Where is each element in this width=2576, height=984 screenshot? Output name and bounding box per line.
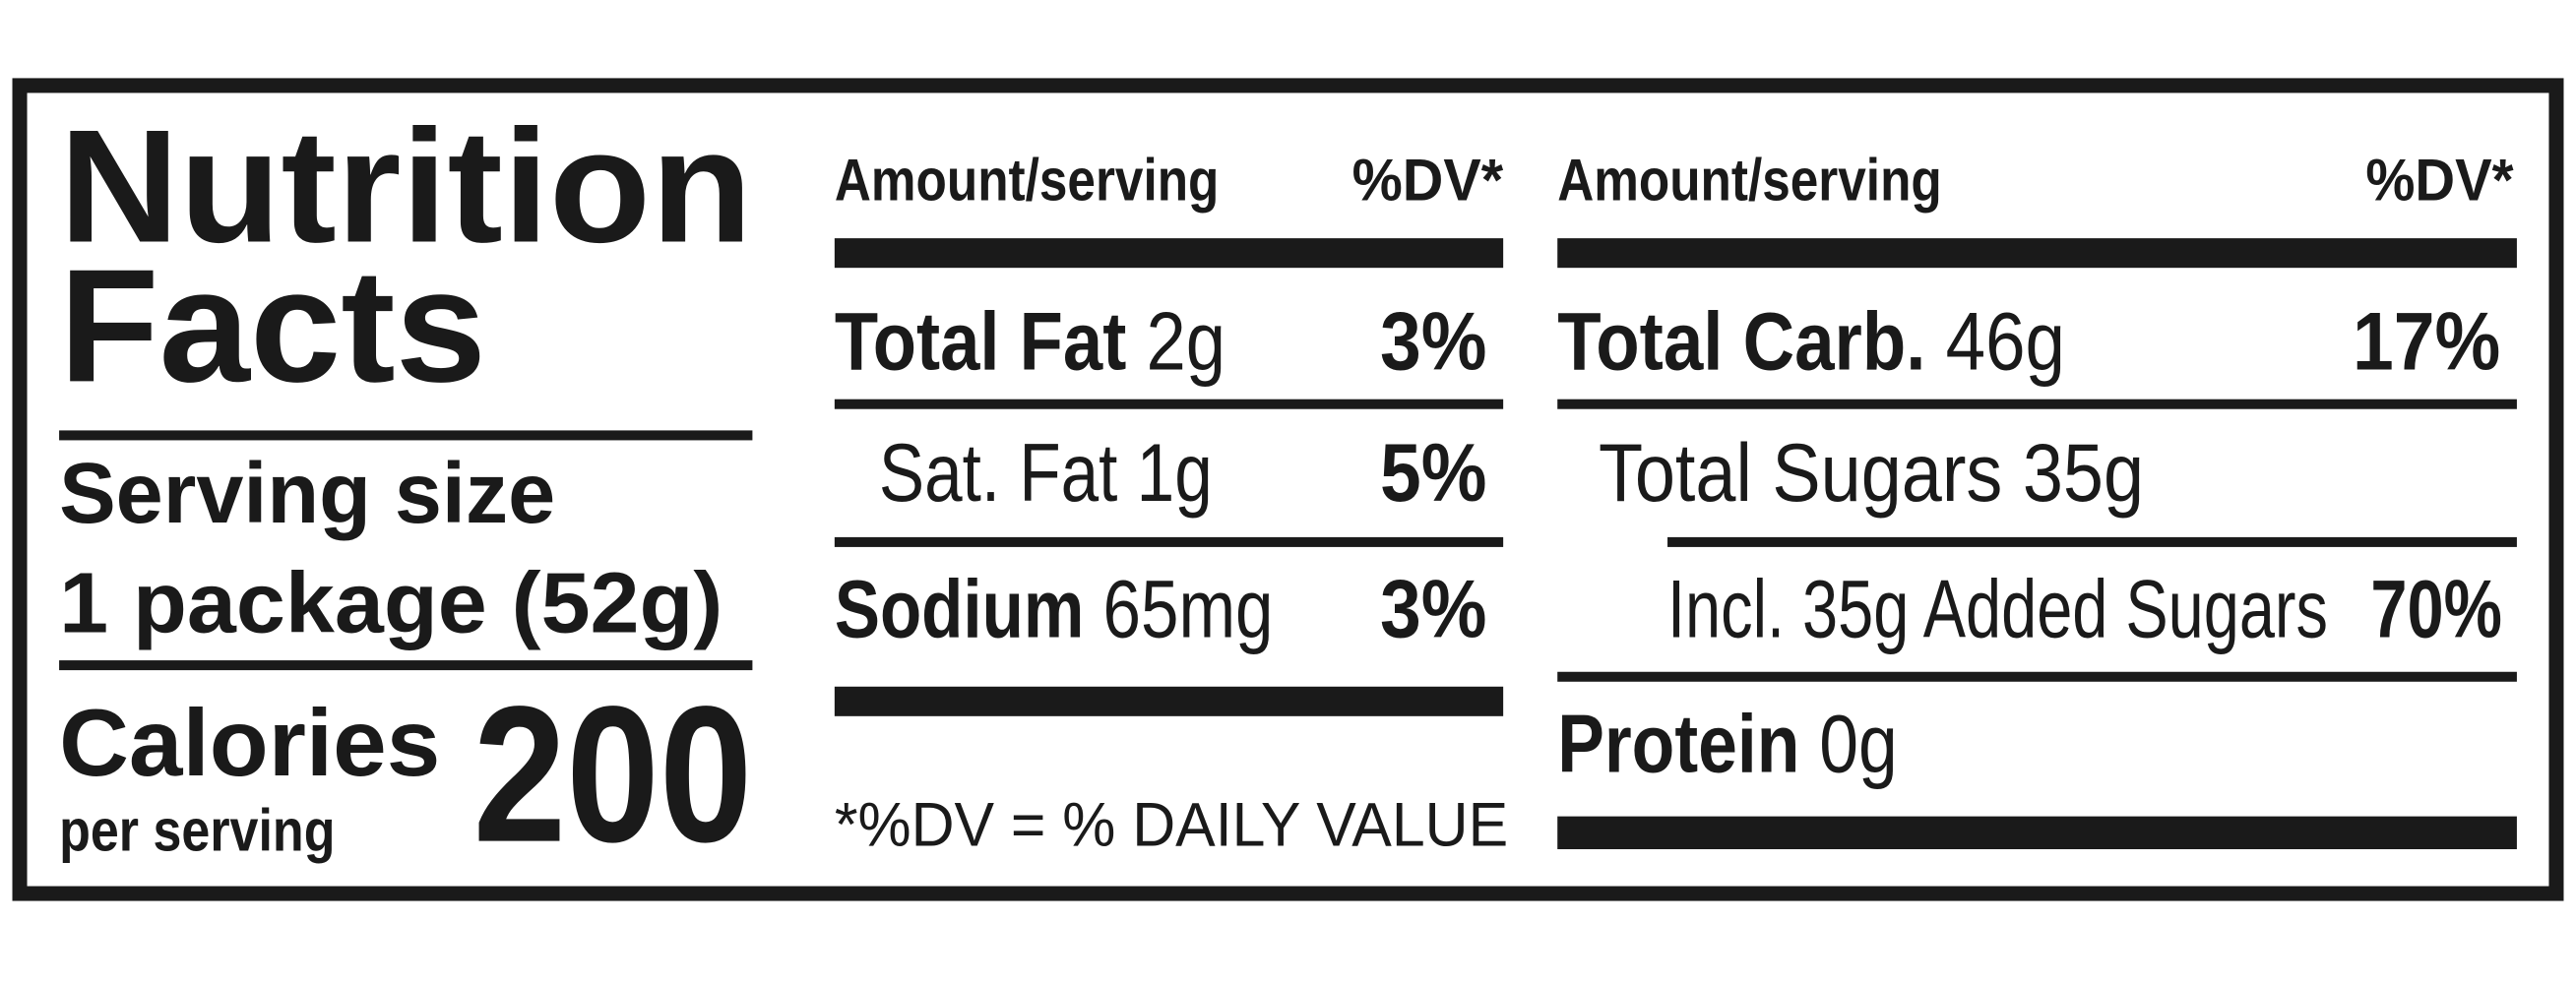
nutrient-row: Sodium 65mg xyxy=(835,563,1274,655)
divider xyxy=(1557,399,2517,409)
nutrient-name: Total Carb. xyxy=(1557,295,1925,388)
thick-divider xyxy=(834,686,1504,716)
nutrient-dv: 3% xyxy=(1380,295,1486,388)
nutrient-amount: 1g xyxy=(1137,426,1213,519)
nutrient-row: Total Fat 2g xyxy=(835,295,1225,388)
calories-value: 200 xyxy=(473,666,753,883)
nutrient-row: Total Sugars 35g xyxy=(1599,426,2144,519)
title-line: Facts xyxy=(59,235,486,415)
nutrient-dv: 3% xyxy=(1380,563,1486,655)
nutrient-amount: 35g xyxy=(2023,426,2144,519)
nutrient-row: Sat. Fat 1g xyxy=(879,426,1213,519)
calories-sublabel: per serving xyxy=(59,798,335,864)
nutrient-amount: 2g xyxy=(1146,295,1225,388)
nutrient-name: Sodium xyxy=(835,563,1084,655)
nutrient-amount: 46g xyxy=(1946,295,2065,388)
divider xyxy=(1557,671,2517,682)
nutrient-dv: 70% xyxy=(2370,563,2502,655)
thick-divider xyxy=(1557,816,2517,850)
label-border xyxy=(12,78,2564,901)
thick-divider xyxy=(834,238,1504,269)
nutrient-name: Total Fat xyxy=(835,295,1126,388)
nutrient-name: Incl. 35g Added Sugars xyxy=(1667,563,2328,655)
nutrient-row: Total Carb. 46g xyxy=(1557,295,2065,388)
nutrient-name: Sat. Fat xyxy=(879,426,1118,519)
divider xyxy=(834,536,1504,547)
calories-label: Calories xyxy=(59,689,440,796)
divider xyxy=(1667,536,2517,547)
divider xyxy=(834,399,1504,409)
title-line: Nutrition xyxy=(59,95,752,276)
column-header: Amount/serving xyxy=(1557,148,1942,214)
serving-label: Serving size xyxy=(59,446,555,541)
column-header: Amount/serving xyxy=(835,148,1220,214)
nutrient-name: Protein xyxy=(1557,698,1799,790)
divider xyxy=(59,430,753,441)
nutrient-row: Protein 0g xyxy=(1557,698,1897,790)
column-header: %DV* xyxy=(2365,148,2514,214)
nutrient-dv: 5% xyxy=(1380,426,1486,519)
thick-divider xyxy=(1557,238,2517,269)
serving-size: 1 package (52g) xyxy=(59,556,723,651)
nutrient-dv: 17% xyxy=(2353,295,2500,388)
nutrient-amount: 65mg xyxy=(1103,563,1274,655)
column-header: %DV* xyxy=(1352,148,1504,214)
footnote: *%DV = % DAILY VALUE xyxy=(835,791,1508,860)
nutrient-name: Total Sugars xyxy=(1599,426,2002,519)
nutrient-amount: 0g xyxy=(1819,698,1897,790)
divider xyxy=(59,660,753,671)
